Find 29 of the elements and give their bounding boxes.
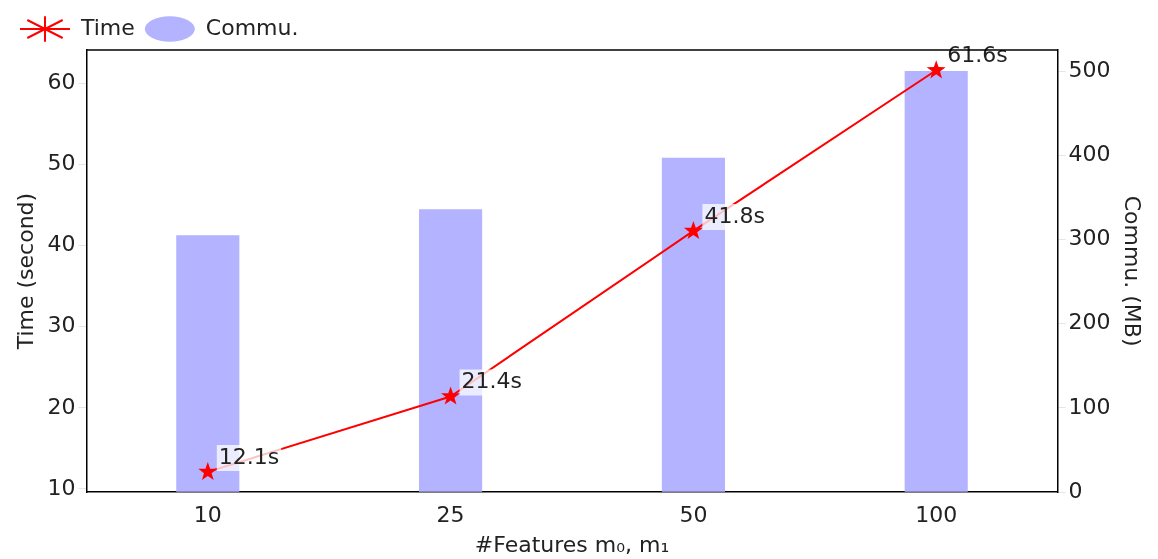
y-tick-label: 50 bbox=[47, 150, 76, 176]
y2-tick-label: 200 bbox=[1068, 309, 1111, 335]
y-tick-label: 40 bbox=[47, 231, 76, 257]
y2-tick-label: 300 bbox=[1068, 225, 1111, 251]
y2-tick-label: 0 bbox=[1068, 477, 1083, 503]
data-label: 12.1s bbox=[218, 443, 280, 469]
y2-axis-title: Commu. (MB) bbox=[1120, 195, 1146, 347]
x-tick-label: 100 bbox=[915, 502, 958, 528]
bar bbox=[904, 71, 968, 492]
y-tick-label: 30 bbox=[47, 312, 76, 338]
x-tick-label: 10 bbox=[193, 502, 222, 528]
legend-label: Commu. bbox=[205, 14, 299, 40]
y-tick-label: 60 bbox=[47, 68, 76, 94]
data-label: 21.4s bbox=[461, 368, 523, 394]
y2-tick-label: 400 bbox=[1068, 141, 1111, 166]
y-tick-label: 10 bbox=[47, 474, 76, 500]
x-axis-title: #Features m₀, m₁ bbox=[474, 531, 670, 557]
y-tick-label: 20 bbox=[47, 393, 76, 419]
point bbox=[926, 60, 946, 79]
y2-tick-label: 500 bbox=[1068, 56, 1111, 82]
point bbox=[683, 220, 703, 240]
data-label: 41.8s bbox=[704, 202, 765, 228]
y2-tick-label: 100 bbox=[1068, 393, 1111, 419]
x-tick-label: 50 bbox=[679, 502, 708, 528]
point bbox=[441, 386, 461, 405]
x-tick-label: 25 bbox=[436, 502, 465, 528]
y-axis-title: Time (second) bbox=[12, 192, 38, 351]
point bbox=[198, 461, 218, 481]
legend-label: Time bbox=[80, 14, 135, 40]
